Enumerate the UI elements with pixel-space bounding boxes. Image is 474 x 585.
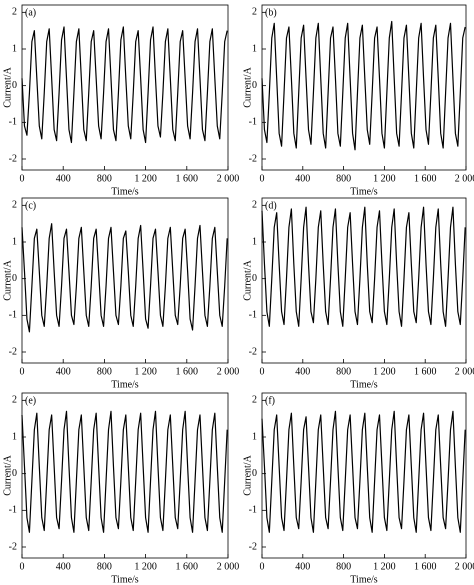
- x-tick-label: 1 200: [373, 173, 396, 184]
- x-tick-label: 2 000: [455, 366, 474, 377]
- x-tick-label: 800: [97, 561, 112, 572]
- x-tick-label: 1 600: [414, 561, 437, 572]
- x-tick-label: 400: [295, 561, 310, 572]
- x-tick-label: 1 600: [176, 173, 199, 184]
- x-tick-label: 0: [260, 561, 265, 572]
- x-tick-label: 400: [56, 173, 71, 184]
- x-tick-label: 2 000: [455, 561, 474, 572]
- y-axis-label: Current/A: [2, 454, 13, 495]
- current-line: [261, 410, 466, 533]
- y-tick-label: -2: [9, 346, 17, 357]
- y-tick-label: 1: [12, 43, 17, 54]
- current-line: [21, 26, 228, 144]
- y-tick-label: 2: [12, 7, 17, 18]
- x-tick-label: 0: [260, 366, 265, 377]
- x-tick-label: 400: [295, 173, 310, 184]
- y-axis-label: Current/A: [2, 259, 13, 300]
- x-tick-label: 1 200: [134, 561, 157, 572]
- x-tick-label: 0: [20, 173, 25, 184]
- x-axis-label: Time/s: [350, 379, 378, 390]
- y-tick-label: -2: [249, 541, 257, 552]
- x-tick-label: 2 000: [217, 561, 240, 572]
- y-tick-label: 1: [12, 236, 17, 247]
- y-tick-label: 0: [12, 80, 17, 91]
- y-tick-label: 1: [252, 236, 257, 247]
- x-tick-label: 400: [295, 366, 310, 377]
- y-tick-label: 0: [12, 273, 17, 284]
- x-axis-label: Time/s: [111, 574, 139, 585]
- y-tick-label: 1: [252, 43, 257, 54]
- x-tick-label: 800: [97, 173, 112, 184]
- current-line: [261, 206, 466, 327]
- panel-label: (b): [265, 7, 277, 18]
- y-tick-label: 1: [252, 431, 257, 442]
- y-tick-label: -1: [9, 117, 17, 128]
- y-tick-label: 1: [12, 431, 17, 442]
- y-tick-label: -2: [9, 153, 17, 164]
- y-axis-label: Current/A: [242, 454, 253, 495]
- x-tick-label: 0: [260, 173, 265, 184]
- x-tick-label: 2 000: [217, 366, 240, 377]
- y-tick-label: 2: [252, 200, 257, 211]
- panel-label: (e): [25, 395, 36, 406]
- x-axis-label: Time/s: [350, 574, 378, 585]
- y-tick-label: -1: [249, 117, 257, 128]
- plot-frame: [261, 392, 467, 559]
- y-tick-label: 2: [252, 7, 257, 18]
- y-tick-label: -1: [249, 505, 257, 516]
- y-tick-label: -2: [249, 346, 257, 357]
- x-tick-label: 400: [56, 561, 71, 572]
- current-line: [261, 20, 466, 151]
- y-tick-label: 2: [12, 395, 17, 406]
- y-tick-label: -2: [249, 153, 257, 164]
- x-tick-label: 2 000: [455, 173, 474, 184]
- y-tick-label: -1: [249, 310, 257, 321]
- panel-label: (d): [265, 200, 277, 211]
- x-axis-label: Time/s: [350, 186, 378, 197]
- x-axis-label: Time/s: [111, 379, 139, 390]
- x-tick-label: 1 200: [373, 366, 396, 377]
- y-tick-label: -2: [9, 541, 17, 552]
- panel-label: (a): [25, 7, 36, 18]
- x-axis-label: Time/s: [111, 186, 139, 197]
- panel-label: (f): [265, 395, 275, 406]
- x-tick-label: 800: [336, 366, 351, 377]
- x-tick-label: 1 200: [134, 173, 157, 184]
- x-tick-label: 2 000: [217, 173, 240, 184]
- y-tick-label: 0: [252, 80, 257, 91]
- y-axis-label: Current/A: [2, 66, 13, 107]
- x-tick-label: 1 200: [134, 366, 157, 377]
- y-tick-label: 2: [12, 200, 17, 211]
- plot-frame: [261, 197, 467, 364]
- x-tick-label: 1 600: [176, 366, 199, 377]
- x-tick-label: 0: [20, 366, 25, 377]
- y-tick-label: 0: [252, 468, 257, 479]
- x-tick-label: 800: [97, 366, 112, 377]
- x-tick-label: 0: [20, 561, 25, 572]
- y-axis-label: Current/A: [242, 259, 253, 300]
- x-tick-label: 800: [336, 173, 351, 184]
- plot-frame: [21, 197, 229, 364]
- y-axis-label: Current/A: [242, 66, 253, 107]
- x-tick-label: 1 600: [414, 173, 437, 184]
- y-tick-label: 0: [12, 468, 17, 479]
- x-tick-label: 1 200: [373, 561, 396, 572]
- y-tick-label: 2: [252, 395, 257, 406]
- current-line: [21, 410, 228, 533]
- y-tick-label: -1: [9, 505, 17, 516]
- x-tick-label: 800: [336, 561, 351, 572]
- y-tick-label: -1: [9, 310, 17, 321]
- y-tick-label: 0: [252, 273, 257, 284]
- plot-frame: [21, 392, 229, 559]
- current-line: [21, 223, 228, 333]
- x-tick-label: 400: [56, 366, 71, 377]
- x-tick-label: 1 600: [176, 561, 199, 572]
- x-tick-label: 1 600: [414, 366, 437, 377]
- panel-label: (c): [25, 200, 36, 211]
